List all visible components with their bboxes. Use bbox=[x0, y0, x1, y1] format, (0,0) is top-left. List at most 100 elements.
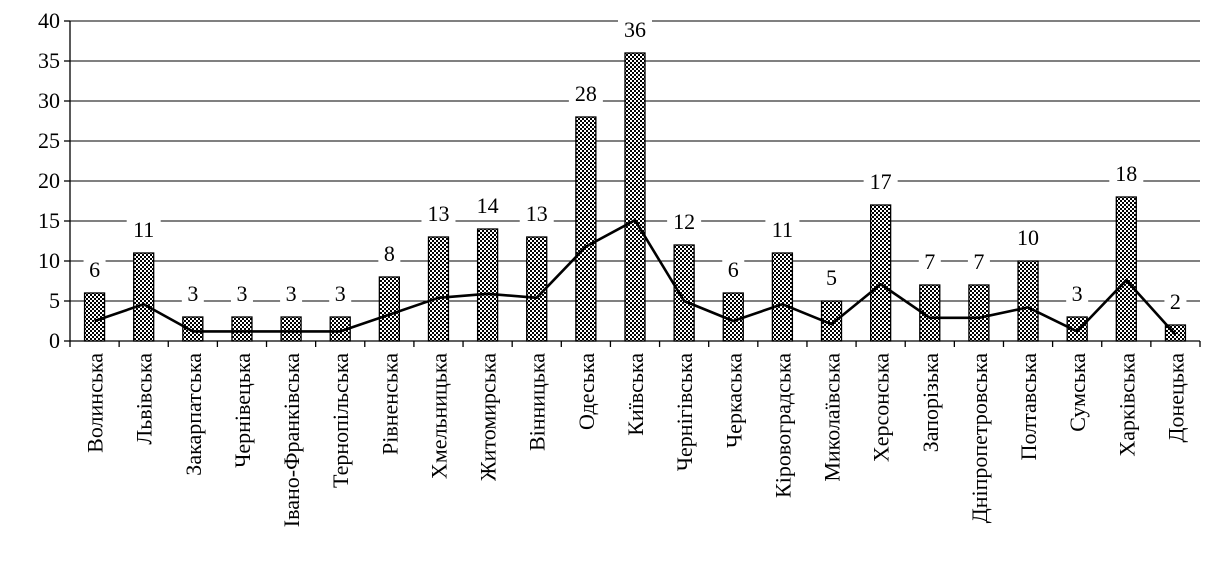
bar bbox=[182, 316, 204, 342]
data-label-bg bbox=[1164, 290, 1187, 315]
y-tick-label: 15 bbox=[38, 208, 60, 233]
data-label-bg bbox=[519, 202, 554, 227]
bar bbox=[673, 244, 695, 342]
data-label-bg bbox=[918, 250, 941, 275]
bar bbox=[427, 236, 450, 342]
data-label-bg bbox=[722, 258, 745, 283]
category-label: Кіровоградська bbox=[770, 353, 795, 498]
data-label: 11 bbox=[133, 217, 154, 242]
data-label: 36 bbox=[624, 17, 646, 42]
category-label: Київська bbox=[623, 353, 648, 436]
category-label: Запорізька bbox=[918, 353, 943, 452]
y-tick-label: 30 bbox=[38, 88, 60, 113]
y-tick-label: 10 bbox=[38, 248, 60, 273]
data-label: 18 bbox=[1115, 161, 1137, 186]
data-label: 3 bbox=[1072, 281, 1083, 306]
data-label: 7 bbox=[973, 249, 984, 274]
data-label-bg bbox=[378, 242, 401, 267]
y-tick-label: 5 bbox=[49, 288, 60, 313]
data-label-bg bbox=[1011, 226, 1046, 251]
data-label: 17 bbox=[870, 169, 892, 194]
y-tick-label: 35 bbox=[38, 48, 60, 73]
category-label: Рівненська bbox=[377, 353, 402, 455]
data-label-bg bbox=[568, 82, 603, 107]
data-label-bg bbox=[1109, 162, 1144, 187]
data-label-bg bbox=[967, 250, 990, 275]
category-label: Харківська bbox=[1114, 353, 1139, 457]
data-label: 13 bbox=[526, 201, 548, 226]
data-label: 28 bbox=[575, 81, 597, 106]
data-label: 3 bbox=[335, 281, 346, 306]
bar bbox=[231, 316, 253, 342]
bar bbox=[968, 284, 990, 342]
data-label-bg bbox=[1066, 282, 1089, 307]
category-label: Дніпропетровська bbox=[967, 353, 992, 523]
trend-line-series bbox=[94, 218, 1177, 336]
data-label-bg bbox=[83, 258, 106, 283]
data-label: 13 bbox=[427, 201, 449, 226]
y-tick-label: 20 bbox=[38, 168, 60, 193]
bar bbox=[1066, 316, 1088, 342]
y-tick-label: 40 bbox=[38, 8, 60, 33]
bar bbox=[378, 276, 400, 342]
category-label: Львівська bbox=[132, 353, 157, 445]
category-label: Сумська bbox=[1065, 353, 1090, 432]
data-label-bg bbox=[329, 282, 352, 307]
data-label-bg bbox=[667, 210, 702, 235]
data-label: 3 bbox=[236, 281, 247, 306]
data-label-bg bbox=[230, 282, 253, 307]
data-label: 8 bbox=[384, 241, 395, 266]
bar bbox=[1115, 196, 1137, 342]
data-label: 7 bbox=[924, 249, 935, 274]
category-label: Черкаська bbox=[721, 353, 746, 448]
bar bbox=[919, 284, 941, 342]
category-label: Херсонська bbox=[869, 353, 894, 462]
data-label: 14 bbox=[477, 193, 499, 218]
bar bbox=[133, 252, 155, 342]
data-label-bg bbox=[765, 218, 800, 243]
bar bbox=[280, 316, 302, 342]
category-label: Івано-Франківська bbox=[279, 353, 304, 527]
category-label: Волинська bbox=[83, 353, 108, 453]
data-label-bg bbox=[863, 170, 898, 195]
data-label: 12 bbox=[673, 209, 695, 234]
data-label: 10 bbox=[1017, 225, 1039, 250]
bar bbox=[1017, 260, 1039, 342]
axes: 0 5 10 15 20 25 30 35 40 bbox=[38, 8, 1201, 353]
y-tick-label: 25 bbox=[38, 128, 60, 153]
data-label: 6 bbox=[89, 257, 100, 282]
data-label-bg bbox=[280, 282, 303, 307]
data-label-bg bbox=[181, 282, 204, 307]
data-label: 3 bbox=[286, 281, 297, 306]
bar bbox=[624, 52, 646, 342]
data-labels: 6 11 3 3 3 3 8 13 14 13 28 36 12 6 11 5 17 7 7 10 3 18 2 bbox=[83, 17, 1187, 315]
data-label-bg bbox=[470, 194, 505, 219]
bars bbox=[83, 52, 1187, 342]
category-label: Тернопільська bbox=[328, 353, 353, 488]
category-label: Миколаївська bbox=[820, 353, 845, 482]
data-label: 3 bbox=[187, 281, 198, 306]
y-tick-label: 0 bbox=[49, 328, 60, 353]
category-label: Вінницька bbox=[525, 353, 550, 451]
bar bbox=[870, 204, 892, 342]
data-label-bg bbox=[618, 18, 652, 43]
data-label-bg bbox=[820, 266, 843, 291]
category-label: Чернігівська bbox=[672, 353, 697, 471]
data-label: 11 bbox=[772, 217, 793, 242]
data-label: 6 bbox=[728, 257, 739, 282]
data-label: 2 bbox=[1170, 289, 1181, 314]
category-label: Житомирська bbox=[476, 353, 501, 481]
category-labels: Волинська Львівська Закарпатська Чернівецьк… bbox=[83, 353, 1189, 527]
trend-line bbox=[94, 218, 1177, 336]
category-label: Полтавська bbox=[1016, 353, 1041, 461]
bar bbox=[771, 252, 794, 342]
category-label: Донецька bbox=[1163, 353, 1188, 443]
data-label-bg bbox=[421, 202, 456, 227]
category-label: Чернівецька bbox=[230, 353, 255, 468]
category-label: Закарпатська bbox=[181, 353, 206, 476]
category-label: Одеська bbox=[574, 353, 599, 430]
bar bbox=[476, 228, 499, 342]
bar bbox=[575, 116, 597, 342]
bar bbox=[83, 292, 106, 342]
